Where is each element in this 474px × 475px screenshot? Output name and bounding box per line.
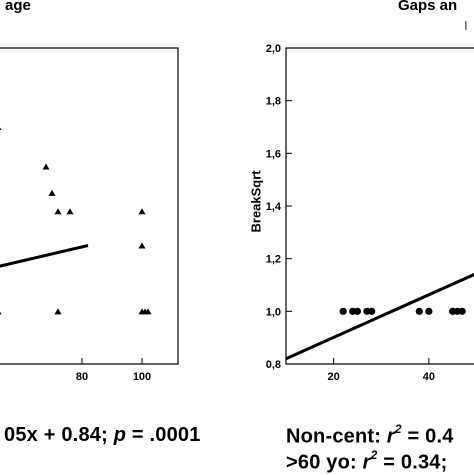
data-point-triangle xyxy=(54,308,62,315)
right-caption1-pre: Non-cent: xyxy=(286,425,387,448)
regression-line xyxy=(285,272,474,361)
y-tick-label: 0,8 xyxy=(266,359,281,371)
data-point-circle xyxy=(415,307,423,315)
data-point-triangle xyxy=(144,308,152,315)
x-tick-label: 80 xyxy=(76,371,88,383)
left-chart-layer: 80 100 xyxy=(0,127,152,383)
y-tick-label: 1,6 xyxy=(266,148,281,160)
right-caption2-exp: 2 xyxy=(370,448,378,462)
data-point-triangle xyxy=(54,208,62,215)
y-tick-label: 1,2 xyxy=(266,254,281,266)
left-caption-post: = .0001 xyxy=(126,424,201,446)
data-point-triangle xyxy=(0,311,2,315)
data-point-triangle xyxy=(48,189,56,196)
right-caption1-post: = 0.4 xyxy=(401,425,454,448)
data-point-circle xyxy=(353,307,362,315)
data-point-triangle xyxy=(42,163,50,170)
data-point-triangle xyxy=(138,208,146,215)
y-tick-label: 2,0 xyxy=(266,43,281,55)
x-tick-label: 20 xyxy=(327,371,339,383)
x-tick-label: 100 xyxy=(133,371,151,383)
left-caption-pre: 05x + 0.84; xyxy=(4,424,114,446)
y-tick-label: 1,0 xyxy=(266,306,281,318)
left-caption-p: p xyxy=(113,424,127,446)
data-point-circle xyxy=(339,307,347,315)
regression-line xyxy=(0,244,89,268)
data-point-circle xyxy=(368,307,376,315)
x-tick-label: 40 xyxy=(423,371,435,383)
right-caption-line2: >60 yo: r2 = 0.34; xyxy=(286,448,448,475)
right-chart-layer: 20 40 0,8 1,0 1,2 1,4 1,6 1,8 2,0 xyxy=(266,43,474,383)
right-caption1-r: r xyxy=(386,425,395,448)
data-point-triangle xyxy=(0,127,2,130)
right-corner-fragment: I xyxy=(464,18,468,33)
right-caption2-pre: >60 yo: xyxy=(286,451,363,474)
left-plot-frame xyxy=(0,47,179,365)
right-caption2-r: r xyxy=(362,451,371,474)
right-chart-title: Gaps an xyxy=(398,0,458,14)
data-point-triangle xyxy=(138,242,146,249)
data-point-circle xyxy=(458,307,466,315)
right-caption1-exp: 2 xyxy=(394,422,402,436)
data-point-triangle xyxy=(66,208,74,215)
right-caption-line1: Non-cent: r2 = 0.4 xyxy=(286,422,454,449)
left-regression-caption: 05x + 0.84; p = .0001 xyxy=(4,424,201,447)
y-tick-label: 1,8 xyxy=(266,96,281,108)
y-tick-label: 1,4 xyxy=(266,201,282,213)
right-caption2-post: = 0.34; xyxy=(377,451,448,474)
left-chart-title: age xyxy=(5,0,31,14)
data-point-circle xyxy=(425,307,433,315)
